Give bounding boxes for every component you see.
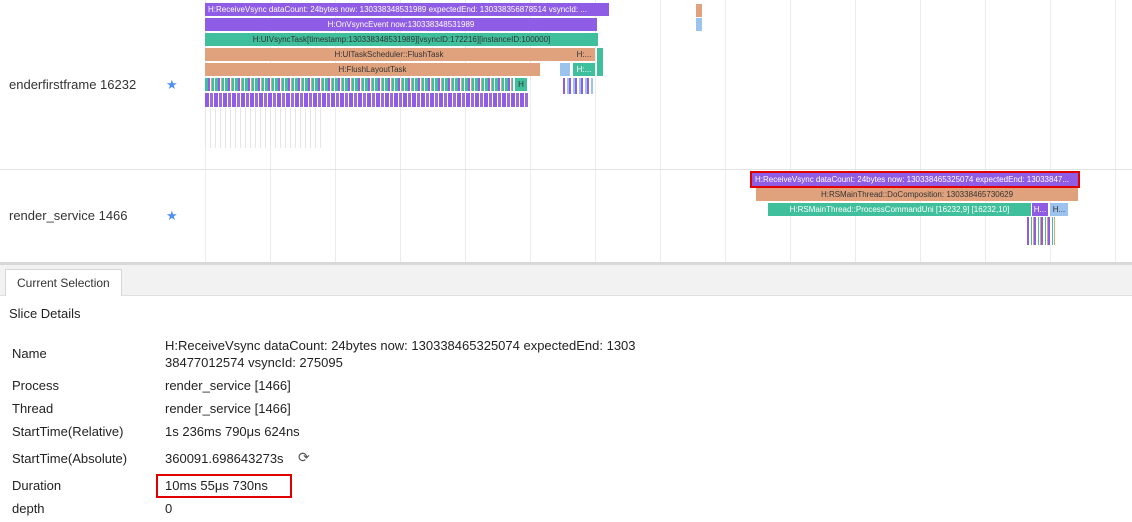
timeline-gridline — [790, 0, 791, 262]
detail-key-process: Process — [12, 378, 59, 393]
detail-key-thread: Thread — [12, 401, 54, 416]
timeline-gridline — [985, 0, 986, 262]
detail-key-start-relative: StartTime(Relative) — [12, 424, 124, 439]
stripe-dense-slices — [563, 78, 593, 94]
detail-value-thread: render_service [1466] — [165, 401, 291, 416]
slice-small-orange[interactable]: H:... — [573, 48, 595, 61]
slice-flush-layout-task[interactable]: H:FlushLayoutTask — [205, 63, 540, 76]
trace-timeline[interactable]: enderfirstframe 16232 ★ H:ReceiveVsync d… — [0, 0, 1132, 262]
details-tabbar: Current Selection — [0, 265, 1132, 296]
timeline-gridline — [465, 0, 466, 262]
slice-on-vsync-event[interactable]: H:OnVsyncEvent now:130338348531989 — [205, 18, 597, 31]
track-row-render-service[interactable]: render_service 1466 ★ H:ReceiveVsync dat… — [0, 170, 1132, 262]
detail-key-duration: Duration — [12, 478, 62, 493]
refresh-icon[interactable]: ⟳ — [298, 449, 310, 465]
detail-value-name-line2: 38477012574 vsyncId: 275095 — [165, 355, 343, 370]
timeline-gridline — [1050, 0, 1051, 262]
slice-details-title: Slice Details — [9, 306, 81, 321]
timeline-gridline — [920, 0, 921, 262]
stripe-dense-slices — [1027, 217, 1055, 245]
detail-value-start-relative: 1s 236ms 790μs 624ns — [165, 424, 300, 439]
panel-divider[interactable] — [0, 262, 1132, 265]
slice-ui-vsync-task[interactable]: H:UIVsyncTask[timestamp:130338348531989]… — [205, 33, 598, 46]
detail-value-start-absolute: 360091.698643273s — [165, 451, 284, 466]
star-icon[interactable]: ★ — [166, 208, 178, 223]
timeline-gridline — [335, 0, 336, 262]
duration-highlight-box — [156, 474, 292, 498]
detail-value-process: render_service [1466] — [165, 378, 291, 393]
slice-render-receive-vsync[interactable]: H:ReceiveVsync dataCount: 24bytes now: 1… — [752, 173, 1078, 186]
timeline-gridline — [660, 0, 661, 262]
track-label: enderfirstframe 16232 — [9, 77, 137, 92]
slice-receive-vsync[interactable]: H:ReceiveVsync dataCount: 24bytes now: 1… — [205, 3, 609, 16]
timeline-gridline — [595, 0, 596, 262]
timeline-gridline — [530, 0, 531, 262]
track-row-enderfirstframe[interactable]: enderfirstframe 16232 ★ H:ReceiveVsync d… — [0, 0, 1132, 170]
slice-flush-task[interactable]: H:UITaskScheduler::FlushTask — [205, 48, 573, 61]
detail-value-depth: 0 — [165, 501, 173, 516]
timeline-gridline — [855, 0, 856, 262]
slice-tiny-blue[interactable] — [696, 18, 702, 31]
slice-small-blue[interactable]: H... — [1050, 203, 1068, 216]
track-label: render_service 1466 — [9, 208, 128, 223]
slice-process-command[interactable]: H:RSMainThread::ProcessCommandUni [16232… — [768, 203, 1031, 216]
slice-small-blue[interactable] — [560, 63, 570, 76]
detail-key-name: Name — [12, 346, 47, 361]
timeline-gridline — [725, 0, 726, 262]
slice-do-composition[interactable]: H:RSMainThread::DoComposition: 130338465… — [756, 188, 1078, 201]
slice-small-teal — [597, 48, 603, 76]
highlight-box — [750, 171, 1080, 188]
slice-small-teal[interactable]: H:... — [573, 63, 595, 76]
detail-key-start-absolute: StartTime(Absolute) — [12, 451, 128, 466]
detail-value-duration: 10ms 55μs 730ns — [165, 478, 268, 493]
stripe-dense-slices — [205, 93, 528, 107]
slice-h-teal[interactable]: H — [515, 78, 527, 91]
timeline-gridline — [1115, 0, 1116, 262]
detail-key-depth: depth — [12, 501, 45, 516]
slice-tiny-orange[interactable] — [696, 4, 702, 17]
detail-value-name-line1: H:ReceiveVsync dataCount: 24bytes now: 1… — [165, 338, 636, 353]
tab-current-selection[interactable]: Current Selection — [5, 269, 122, 296]
timeline-gridline — [400, 0, 401, 262]
stripe-dense-slices — [205, 108, 325, 148]
stripe-dense-slices — [205, 78, 513, 91]
slice-small-purple[interactable]: H... — [1032, 203, 1048, 216]
star-icon[interactable]: ★ — [166, 77, 178, 92]
